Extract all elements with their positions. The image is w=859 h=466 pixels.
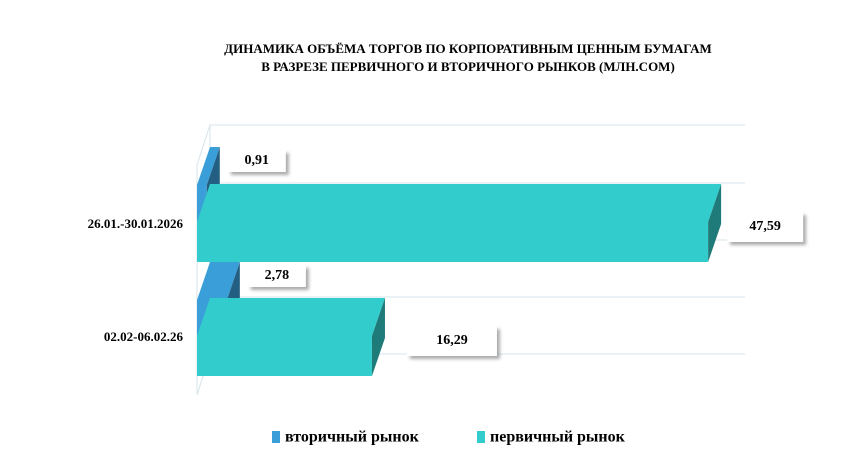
legend-label: первичный рынок [490,429,626,446]
value-label: 47,59 [749,219,781,234]
bar-face [197,336,372,376]
bar-face [197,222,709,262]
value-label: 0,91 [245,153,270,168]
chart-title: В РАЗРЕЗЕ ПЕРВИЧНОГО И ВТОРИЧНОГО РЫНКОВ… [261,59,675,74]
legend-swatch [477,431,485,443]
y-tick-label: 02.02-06.02.26 [104,329,184,344]
legend-swatch [272,431,280,443]
bar-face [197,262,240,300]
value-label-box [406,326,497,356]
bar [197,184,722,262]
bar-face [197,147,220,185]
value-label-box [227,150,286,172]
value-label-box [727,212,804,242]
bar-face [371,298,385,376]
chart-title: ДИНАМИКА ОБЪЁМА ТОРГОВ ПО КОРПОРАТИВНЫМ … [224,41,712,56]
y-tick-label: 26.01.-30.01.2026 [88,216,184,231]
legend-label: вторичный рынок [285,429,420,446]
value-label-box [247,265,306,287]
bar-face [708,184,722,262]
bar-face [197,298,385,336]
bar-face [197,184,722,222]
value-label: 16,29 [436,333,468,348]
value-label: 2,78 [265,268,290,283]
bar [197,298,385,376]
